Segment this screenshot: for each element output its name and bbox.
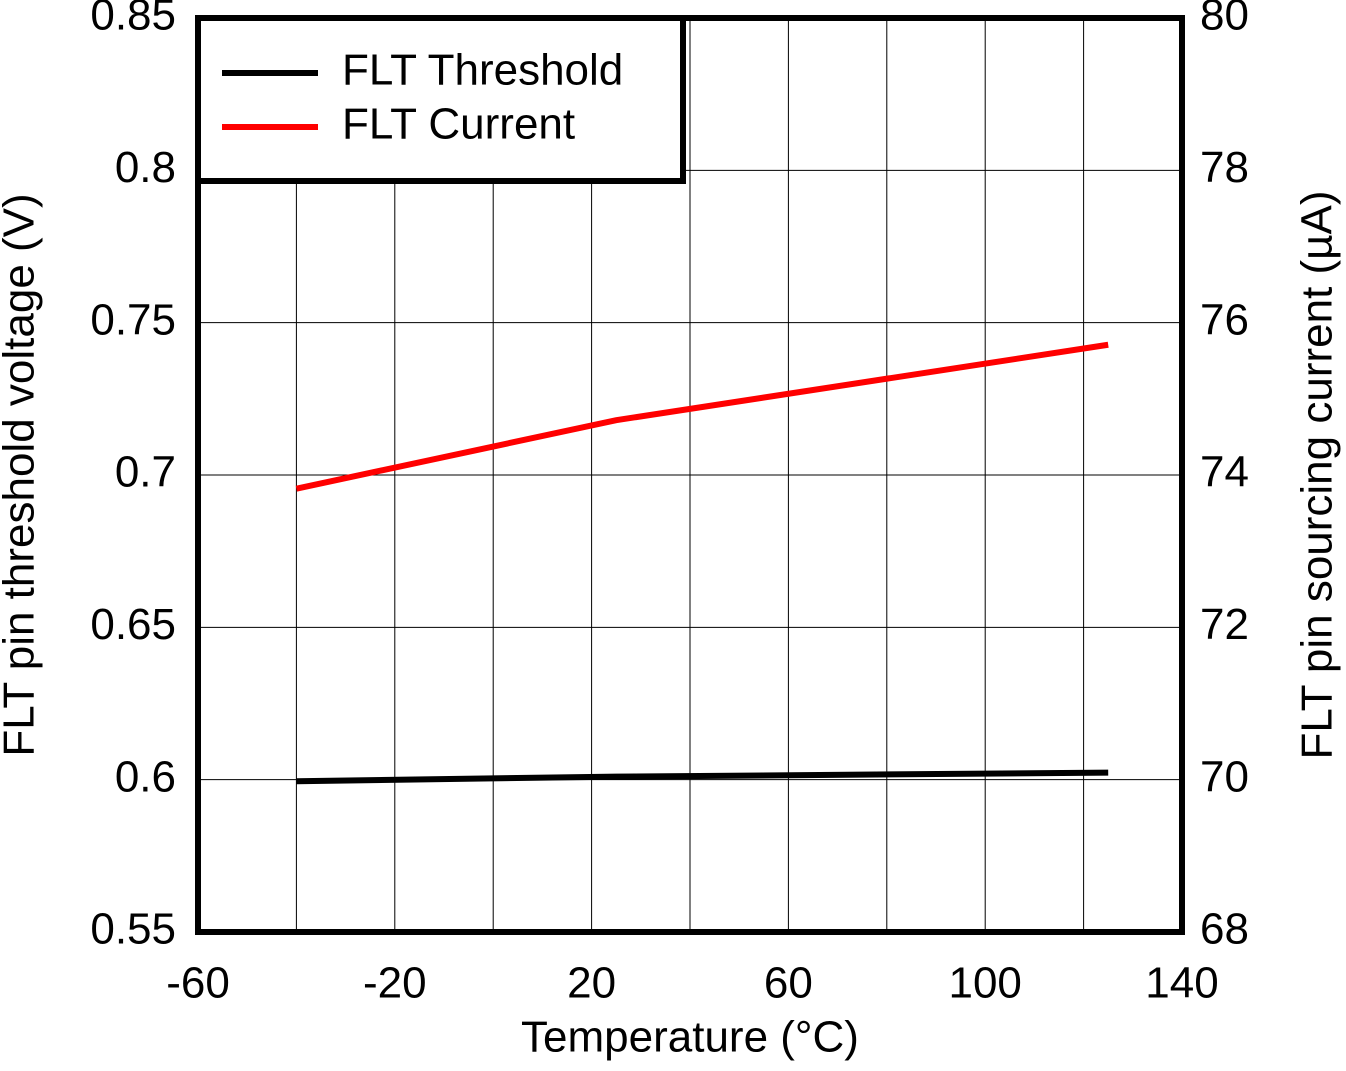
legend-box bbox=[195, 15, 686, 184]
x-tick-label: 60 bbox=[764, 959, 813, 1008]
y2-tick-label: 68 bbox=[1200, 905, 1249, 954]
y2-tick-label: 76 bbox=[1200, 295, 1249, 344]
y2-tick-label: 74 bbox=[1200, 448, 1249, 497]
y2-tick-label: 70 bbox=[1200, 752, 1249, 801]
x-tick-label: -60 bbox=[166, 959, 230, 1008]
plot-frame bbox=[195, 15, 1185, 935]
x-tick-label: 140 bbox=[1145, 959, 1218, 1008]
y-tick-label: 0.55 bbox=[90, 905, 176, 954]
legend-label: FLT Current bbox=[342, 100, 575, 149]
x-tick-label: 100 bbox=[948, 959, 1021, 1008]
y2-tick-label: 78 bbox=[1200, 143, 1249, 192]
y2-axis-label: FLT pin sourcing current (µA) bbox=[1293, 190, 1342, 759]
y2-tick-label: 80 bbox=[1200, 0, 1249, 40]
y-tick-label: 0.7 bbox=[115, 448, 176, 497]
x-tick-label: -20 bbox=[363, 959, 427, 1008]
y-tick-label: 0.8 bbox=[115, 143, 176, 192]
data-line bbox=[296, 769, 1109, 785]
y2-tick-label: 72 bbox=[1200, 600, 1249, 649]
y-axis-label: FLT pin threshold voltage (V) bbox=[0, 193, 44, 756]
y-tick-label: 0.85 bbox=[90, 0, 176, 40]
x-tick-label: 20 bbox=[567, 959, 616, 1008]
y-tick-label: 0.6 bbox=[115, 752, 176, 801]
y-tick-label: 0.65 bbox=[90, 600, 176, 649]
legend-label: FLT Threshold bbox=[342, 46, 623, 95]
data-line bbox=[295, 341, 1109, 492]
y-tick-label: 0.75 bbox=[90, 295, 176, 344]
x-axis-label: Temperature (°C) bbox=[521, 1013, 859, 1062]
